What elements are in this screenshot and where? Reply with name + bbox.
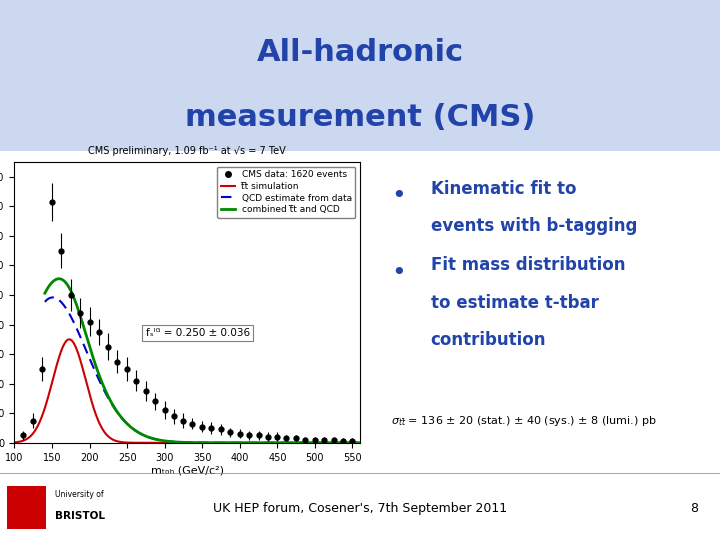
Text: All-hadronic: All-hadronic <box>256 38 464 68</box>
Text: BRISTOL: BRISTOL <box>55 511 104 521</box>
FancyBboxPatch shape <box>7 486 46 529</box>
Text: Kinematic fit to: Kinematic fit to <box>431 180 576 198</box>
Text: Fit mass distribution: Fit mass distribution <box>431 256 625 274</box>
Text: 8: 8 <box>690 502 698 515</box>
Text: events with b-tagging: events with b-tagging <box>431 217 637 235</box>
Text: University of: University of <box>55 490 104 498</box>
Text: •: • <box>391 261 405 285</box>
Text: CMS preliminary, 1.09 fb⁻¹ at √s = 7 TeV: CMS preliminary, 1.09 fb⁻¹ at √s = 7 TeV <box>89 146 286 157</box>
X-axis label: mₜₒₕ (GeV/c²): mₜₒₕ (GeV/c²) <box>150 465 224 475</box>
Text: to estimate t-tbar: to estimate t-tbar <box>431 294 598 312</box>
Text: $\sigma_{t\bar{t}}$ = 136 $\pm$ 20 (stat.) $\pm$ 40 (sys.) $\pm$ 8 (lumi.) pb: $\sigma_{t\bar{t}}$ = 136 $\pm$ 20 (stat… <box>391 414 657 428</box>
Text: fₛᴵᴳ = 0.250 ± 0.036: fₛᴵᴳ = 0.250 ± 0.036 <box>145 328 250 338</box>
Text: •: • <box>391 185 405 208</box>
Legend: CMS data: 1620 events, t̅t simulation, QCD estimate from data, combined t̅t and : CMS data: 1620 events, t̅t simulation, Q… <box>217 166 356 218</box>
Text: contribution: contribution <box>431 330 546 349</box>
Text: measurement (CMS): measurement (CMS) <box>185 104 535 132</box>
Text: UK HEP forum, Cosener's, 7th September 2011: UK HEP forum, Cosener's, 7th September 2… <box>213 502 507 515</box>
FancyBboxPatch shape <box>0 0 720 151</box>
